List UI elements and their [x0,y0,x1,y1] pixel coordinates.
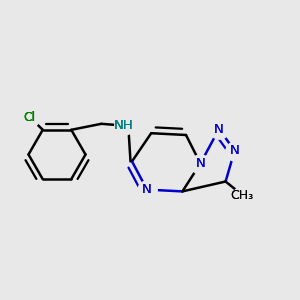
Text: CH₃: CH₃ [230,189,254,203]
Text: Cl: Cl [23,111,35,124]
Text: NH: NH [114,119,134,132]
Text: N: N [196,157,205,170]
Text: N: N [230,144,239,157]
Text: N: N [142,183,152,196]
Text: Cl: Cl [23,111,35,124]
Text: CH₃: CH₃ [230,189,254,203]
Text: N: N [196,157,205,170]
Text: N: N [142,183,152,196]
Text: NH: NH [114,119,134,132]
Text: NH: NH [114,119,134,132]
Text: Cl: Cl [23,111,35,124]
Text: N: N [214,122,224,136]
Text: N: N [214,122,224,136]
Text: N: N [230,144,239,157]
